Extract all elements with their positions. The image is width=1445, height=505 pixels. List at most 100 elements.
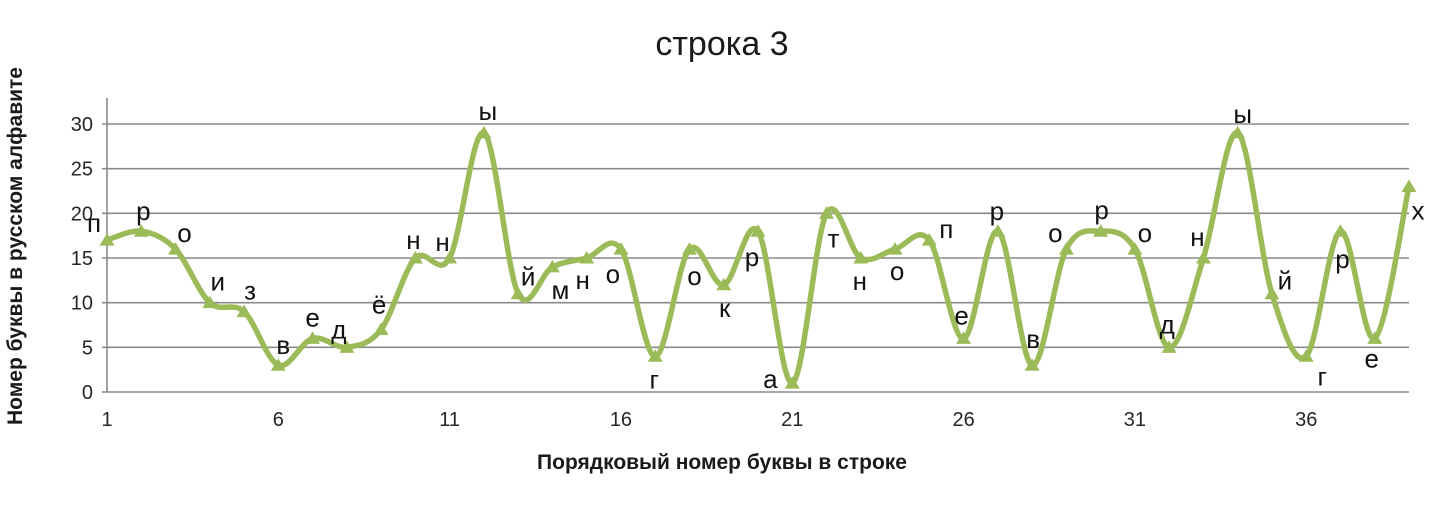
data-point-marker [133, 224, 149, 237]
data-point-marker [544, 259, 560, 273]
data-point-label: и [211, 267, 226, 297]
x-tick-label: 31 [1124, 409, 1146, 431]
data-point-label: р [745, 242, 759, 272]
data-point-label: о [606, 259, 620, 289]
data-point-marker [168, 242, 184, 255]
data-point-label: г [1317, 361, 1326, 391]
chart-title: строка 3 [655, 25, 788, 63]
data-point-label: х [1412, 196, 1425, 226]
data-point-label: ё [372, 290, 386, 320]
x-tick-label: 26 [952, 409, 974, 431]
data-point-marker [476, 125, 492, 139]
data-point-marker [202, 295, 218, 309]
data-point-label: й [1278, 266, 1293, 296]
data-point-marker [305, 331, 321, 344]
data-point-label: й [521, 262, 536, 292]
data-point-marker [613, 242, 629, 255]
data-point-label: п [939, 214, 953, 244]
data-point-label: г [649, 364, 658, 394]
data-point-label: р [1335, 244, 1349, 274]
x-tick-label: 21 [781, 409, 803, 431]
data-point-label: т [828, 223, 840, 253]
data-point-marker [990, 224, 1006, 237]
data-point-marker [1401, 179, 1417, 193]
x-tick-label: 36 [1295, 409, 1317, 431]
data-point-label: р [136, 196, 150, 226]
data-point-marker [1332, 224, 1348, 237]
data-point-marker [681, 242, 697, 255]
y-axis-title: Номер буквы в русском алфавите [4, 67, 27, 425]
data-point-marker [647, 349, 663, 362]
data-point-marker [1093, 224, 1109, 237]
data-point-label: о [890, 256, 904, 286]
data-point-label: р [1094, 195, 1108, 225]
data-series [99, 125, 1417, 389]
data-point-label: д [331, 314, 346, 344]
data-point-marker [579, 251, 595, 264]
y-tick-label: 0 [82, 382, 93, 404]
data-point-label: в [276, 330, 290, 360]
data-point-label: о [177, 218, 191, 248]
data-point-label: е [954, 300, 968, 330]
data-point-marker [921, 233, 937, 246]
data-point-label: в [1026, 324, 1040, 354]
y-tick-label: 15 [71, 248, 93, 270]
x-tick-label: 6 [273, 409, 284, 431]
data-point-marker [956, 331, 972, 344]
data-point-label: к [719, 293, 731, 323]
x-tick-label: 11 [439, 409, 460, 431]
data-point-marker [407, 251, 423, 264]
y-tick-label: 10 [71, 293, 93, 315]
x-tick-label: 16 [610, 409, 632, 431]
data-point-marker [99, 233, 115, 246]
data-point-marker [887, 242, 903, 255]
y-tick-label: 25 [71, 159, 93, 181]
data-point-marker [339, 340, 355, 353]
data-point-marker [1024, 358, 1040, 371]
data-point-marker [1367, 331, 1383, 344]
data-point-marker [270, 358, 286, 371]
data-point-marker [236, 304, 252, 318]
data-point-label: м [551, 275, 569, 305]
data-point-marker [716, 277, 732, 291]
data-point-label: а [763, 364, 778, 394]
data-point-marker [510, 286, 526, 300]
data-point-marker [1161, 340, 1177, 353]
data-point-label: д [1160, 309, 1175, 339]
data-point-label: о [1048, 218, 1062, 248]
data-point-marker [1058, 242, 1074, 255]
y-tick-label: 30 [71, 114, 93, 136]
data-point-label: о [1138, 218, 1152, 248]
data-point-label: е [305, 302, 319, 332]
data-point-marker [1298, 349, 1314, 362]
data-point-label: ы [479, 96, 498, 126]
x-tick-label: 1 [101, 409, 112, 431]
y-tick-label: 5 [82, 337, 93, 359]
data-point-marker [442, 251, 458, 264]
data-point-label: р [990, 196, 1004, 226]
data-point-marker [1127, 242, 1143, 255]
data-point-label: н [576, 265, 590, 295]
data-point-label: н [853, 266, 867, 296]
y-tick-label: 20 [71, 203, 93, 225]
data-point-label: п [87, 208, 101, 238]
data-point-marker [750, 224, 766, 237]
data-point-marker [853, 251, 869, 264]
data-point-marker [1230, 125, 1246, 139]
data-point-marker [373, 322, 389, 335]
data-point-marker [784, 376, 800, 389]
data-point-marker [1264, 286, 1280, 300]
x-axis-title: Порядковый номер буквы в строке [537, 451, 907, 474]
data-point-label: н [435, 227, 449, 257]
data-point-label: е [1364, 343, 1378, 373]
data-point-marker [819, 206, 835, 219]
data-point-label: н [406, 225, 420, 255]
data-point-label: з [244, 276, 256, 306]
data-point-label: о [687, 261, 701, 291]
data-point-label: н [1190, 222, 1204, 252]
data-point-label: ы [1233, 99, 1252, 129]
data-point-marker [1195, 251, 1211, 264]
